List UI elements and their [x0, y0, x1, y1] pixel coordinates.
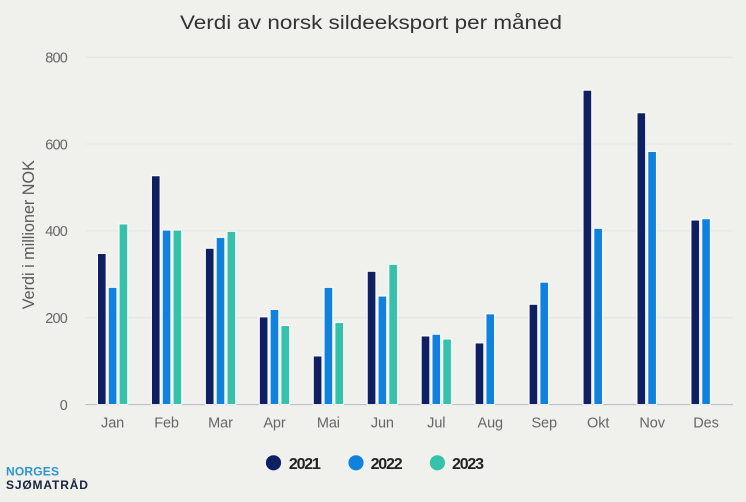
svg-text:Verdi av norsk sildeeksport pe: Verdi av norsk sildeeksport per måned [180, 13, 562, 34]
svg-text:0: 0 [60, 398, 68, 414]
svg-text:NORGES: NORGES [6, 464, 59, 478]
svg-text:Jun: Jun [371, 415, 394, 431]
svg-text:Feb: Feb [154, 415, 179, 431]
svg-text:Jul: Jul [427, 415, 445, 431]
svg-text:Mai: Mai [317, 415, 340, 431]
svg-text:Mar: Mar [208, 415, 233, 431]
svg-text:200: 200 [45, 311, 68, 327]
svg-text:Jan: Jan [101, 415, 124, 431]
svg-text:800: 800 [45, 50, 68, 66]
svg-text:2021: 2021 [289, 456, 321, 473]
svg-text:Okt: Okt [587, 415, 609, 431]
svg-text:Apr: Apr [263, 415, 286, 431]
svg-text:2023: 2023 [452, 456, 484, 473]
svg-text:Nov: Nov [639, 415, 665, 431]
svg-text:SJØMATRÅD: SJØMATRÅD [6, 477, 89, 492]
svg-text:600: 600 [45, 137, 68, 153]
svg-text:Verdi i millioner NOK: Verdi i millioner NOK [19, 160, 38, 310]
svg-text:Aug: Aug [478, 415, 504, 431]
svg-text:Des: Des [693, 415, 719, 431]
svg-text:400: 400 [45, 224, 68, 240]
svg-text:2022: 2022 [371, 456, 403, 473]
svg-text:Sep: Sep [531, 415, 557, 431]
